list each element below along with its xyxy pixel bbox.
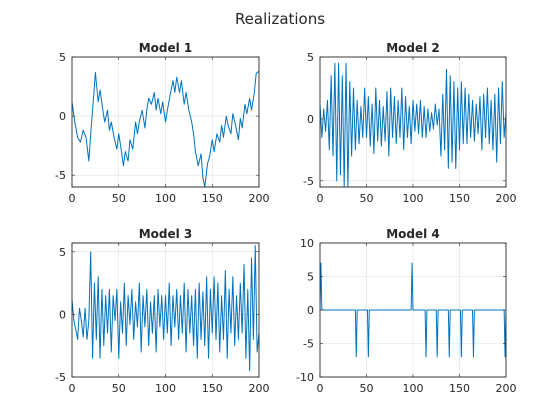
y-tick-label: -5	[303, 175, 314, 188]
y-tick-label: 5	[307, 51, 314, 64]
y-tick-label: -5	[55, 371, 66, 384]
y-tick-label: -10	[296, 371, 314, 384]
x-tick-label: 50	[112, 382, 126, 395]
x-tick-label: 200	[496, 192, 517, 205]
x-tick-label: 0	[69, 382, 76, 395]
y-tick-label: 10	[300, 237, 314, 250]
x-tick-label: 100	[155, 192, 176, 205]
subplot-title: Model 3	[139, 227, 193, 241]
y-tick-label: 0	[59, 110, 66, 123]
x-tick-label: 200	[249, 382, 270, 395]
x-tick-label: 150	[449, 192, 470, 205]
x-tick-label: 100	[403, 192, 424, 205]
y-tick-label: -5	[55, 169, 66, 182]
x-tick-label: 0	[317, 382, 324, 395]
x-tick-label: 200	[496, 382, 517, 395]
x-tick-label: 0	[317, 192, 324, 205]
y-tick-label: -5	[303, 338, 314, 351]
subplot-title: Model 2	[386, 41, 440, 55]
x-tick-label: 150	[449, 382, 470, 395]
x-tick-label: 50	[360, 192, 374, 205]
x-tick-label: 100	[155, 382, 176, 395]
x-tick-label: 50	[360, 382, 374, 395]
subplot-title: Model 4	[386, 227, 440, 241]
x-tick-label: 200	[249, 192, 270, 205]
y-tick-label: 5	[307, 271, 314, 284]
y-tick-label: 5	[59, 246, 66, 259]
x-tick-label: 150	[202, 192, 223, 205]
y-tick-label: 0	[59, 308, 66, 321]
y-tick-label: 5	[59, 51, 66, 64]
figure-title: Realizations	[235, 10, 325, 28]
x-tick-label: 50	[112, 192, 126, 205]
y-tick-label: 0	[307, 113, 314, 126]
y-tick-label: 0	[307, 304, 314, 317]
subplot-4: 0 50 100 150 200 -10 -5 0 5 10 Model 4	[296, 227, 516, 395]
x-tick-label: 100	[403, 382, 424, 395]
x-tick-label: 150	[202, 382, 223, 395]
x-tick-label: 0	[69, 192, 76, 205]
subplot-title: Model 1	[139, 41, 193, 55]
